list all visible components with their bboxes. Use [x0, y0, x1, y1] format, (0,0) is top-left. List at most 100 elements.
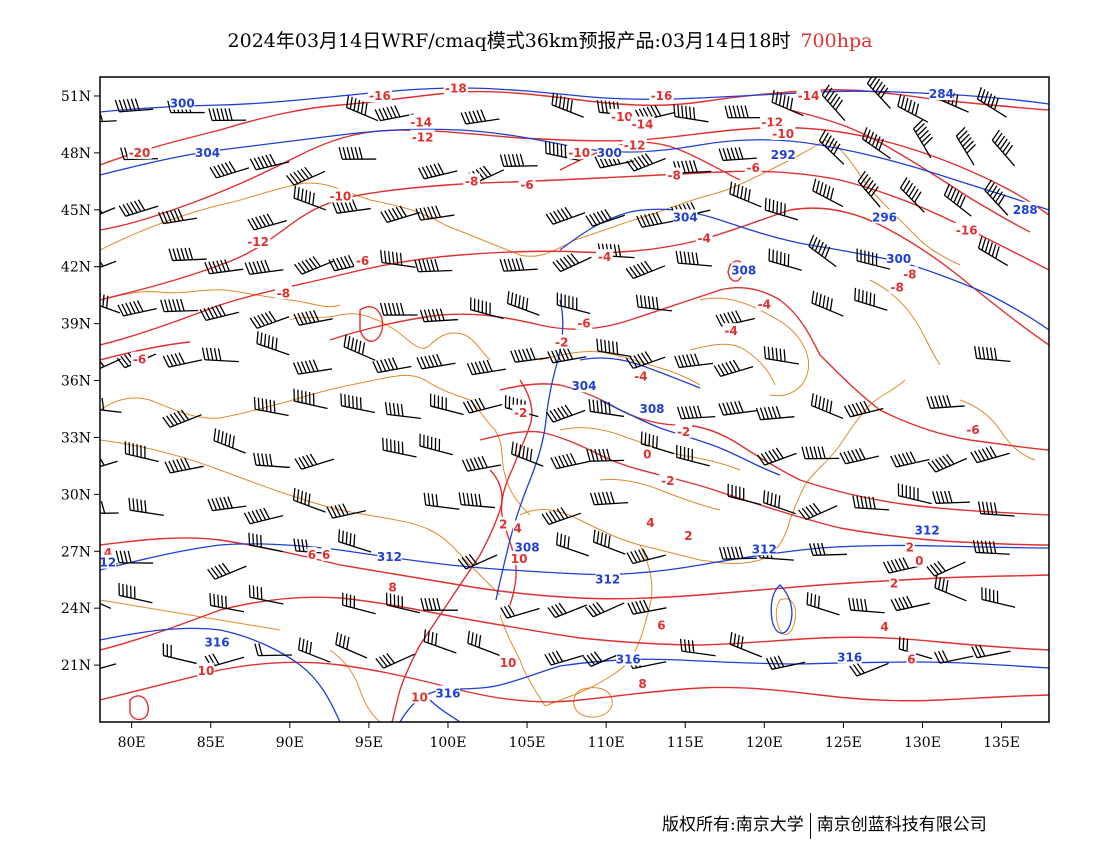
lat-tick-label: 36N — [61, 374, 91, 390]
wind-barb — [974, 346, 1011, 363]
temperature-label: -14 — [632, 117, 654, 131]
temperature-label-bg — [722, 323, 740, 338]
wind-barb — [100, 397, 122, 413]
temperature-label-bg — [879, 619, 890, 634]
temperature-label: -4 — [598, 250, 611, 264]
wind-barb — [100, 110, 117, 123]
wind-barb — [971, 644, 1011, 659]
geopotential-label: 12 — [100, 556, 117, 570]
temperature-label: -2 — [555, 336, 568, 350]
wind-barb — [927, 453, 968, 473]
temperature-label-bg — [637, 676, 648, 691]
wind-barb — [243, 507, 284, 525]
temperature-label: 10 — [411, 690, 428, 704]
temperature-label: 2 — [890, 577, 898, 591]
wind-barb — [162, 643, 197, 665]
temperature-label: -2 — [661, 474, 674, 488]
wind-barb — [592, 529, 626, 555]
wind-barb — [374, 105, 414, 122]
geopotential-label: 300 — [170, 97, 195, 111]
wind-barb — [798, 502, 838, 521]
geopotential-label-bg — [597, 144, 622, 159]
wind-barb — [379, 302, 418, 316]
temperature-label: -4 — [758, 298, 771, 312]
wind-barb — [510, 347, 550, 363]
wind-barb — [627, 599, 667, 615]
geopotential-label-bg — [673, 209, 698, 224]
wind-barb — [207, 562, 247, 580]
wind-barb — [729, 631, 763, 658]
temperature-label: 8 — [388, 580, 396, 594]
temperature-label-bg — [463, 173, 481, 188]
wind-barb — [157, 208, 198, 225]
temperature-label: -4 — [724, 324, 737, 338]
wind-barb — [343, 334, 376, 361]
wind-barb — [160, 298, 199, 313]
wind-barb — [382, 437, 417, 458]
wind-barb — [626, 153, 666, 172]
temperature-label: 2 — [906, 540, 914, 554]
temperature-label: -6 — [133, 353, 146, 367]
geopotential-label-bg — [100, 554, 117, 569]
geopotential-label-bg — [571, 378, 597, 393]
wind-barb — [552, 253, 592, 273]
wind-barb — [551, 92, 584, 118]
wind-barb — [866, 77, 891, 109]
temperature-label-bg — [367, 87, 393, 102]
temperature-label-bg — [771, 125, 796, 140]
wind-barb — [801, 446, 840, 460]
chart-title: 2024年03月14日WRF/cmaq模式36km预报产品:03月14日18时 7… — [0, 26, 1100, 53]
wind-barb — [423, 629, 457, 654]
geopotential-label-bg — [872, 209, 897, 224]
wind-barb — [416, 353, 456, 370]
wind-barb — [466, 359, 506, 376]
wind-barb — [338, 146, 377, 160]
wind-barb — [124, 441, 159, 463]
wind-barb — [297, 637, 331, 663]
wind-barb — [977, 236, 1009, 267]
lat-tick-label: 33N — [61, 430, 91, 446]
geopotential-label: 304 — [571, 379, 596, 393]
wind-barb — [674, 353, 714, 369]
wind-barb — [764, 197, 799, 221]
wind-barb — [926, 394, 965, 409]
wind-barb — [292, 487, 326, 513]
temperature-label-bg — [499, 655, 517, 670]
temperature-label: -18 — [445, 81, 467, 95]
title-main: 2024年03月14日WRF/cmaq模式36km预报产品:03月14日18时 — [227, 30, 791, 52]
temperature-label-bg — [307, 547, 317, 562]
wind-barb — [244, 259, 284, 275]
temperature-label-bg — [901, 266, 919, 281]
wind-barb — [635, 294, 672, 312]
wind-barb — [213, 428, 246, 454]
wind-barb — [861, 127, 891, 159]
wind-barb — [943, 183, 972, 217]
wind-barb — [201, 347, 239, 363]
wind-barb — [100, 456, 118, 468]
wind-barb — [293, 388, 328, 410]
wind-barb — [755, 406, 795, 421]
temperature-label: -12 — [247, 235, 269, 249]
wind-barb — [100, 602, 112, 610]
wind-barb — [976, 87, 1007, 118]
temperature-label: 4 — [513, 522, 521, 536]
wind-barb — [771, 89, 804, 117]
geopotential-label-bg — [771, 146, 796, 161]
temperature-label-bg — [411, 689, 428, 704]
copyright-left: 版权所有:南京大学 — [662, 815, 804, 835]
wind-barb — [100, 663, 117, 670]
wind-barb — [636, 211, 676, 228]
wind-barb — [467, 630, 500, 656]
geopotential-label-bg — [595, 571, 620, 586]
wind-barb — [808, 234, 837, 268]
temperature-label-bg — [131, 351, 148, 366]
temperature-label-bg — [575, 315, 593, 330]
temperature-label-bg — [954, 222, 979, 237]
wind-barb — [415, 205, 455, 221]
title-level: 700hpa — [800, 30, 873, 52]
wind-barb — [326, 503, 366, 519]
wind-barb — [810, 393, 844, 420]
geopotential-label: 316 — [616, 652, 641, 666]
temperature-label: 8 — [638, 677, 646, 691]
wind-barb — [249, 153, 290, 171]
